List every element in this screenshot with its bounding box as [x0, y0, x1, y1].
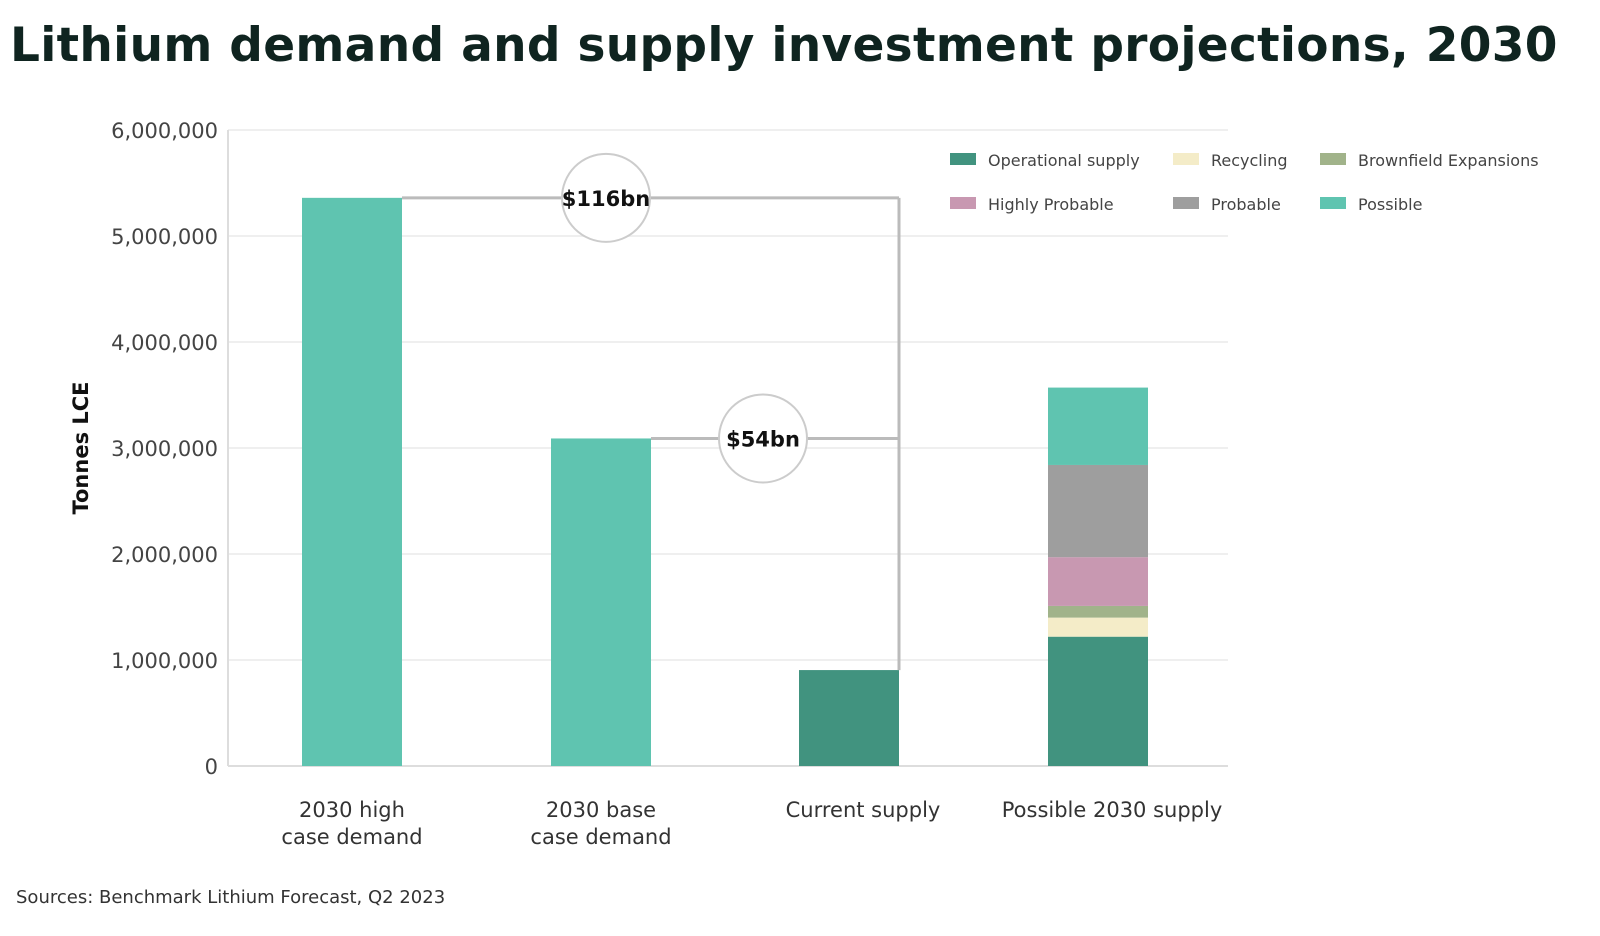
y-tick-label: 5,000,000	[111, 225, 218, 249]
legend-label: Recycling	[1211, 151, 1288, 170]
source-note: Sources: Benchmark Lithium Forecast, Q2 …	[16, 887, 446, 908]
y-tick-label: 6,000,000	[111, 119, 218, 143]
y-tick-label: 0	[205, 755, 218, 779]
x-tick-label: 2030 base	[546, 798, 656, 822]
legend-swatch	[1320, 197, 1346, 209]
x-tick-label: Current supply	[786, 798, 941, 822]
legend-label: Operational supply	[988, 151, 1140, 170]
legend-swatch	[950, 197, 976, 209]
x-tick-label: Possible 2030 supply	[1002, 798, 1223, 822]
y-tick-label: 1,000,000	[111, 649, 218, 673]
x-tick-label: case demand	[530, 825, 671, 849]
y-tick-label: 3,000,000	[111, 437, 218, 461]
annotation-circle	[718, 393, 808, 484]
legend-swatch	[950, 153, 976, 165]
legend-label: Highly Probable	[988, 195, 1114, 214]
annotation-label: $54bn	[726, 427, 800, 451]
bar-segment-possible	[1048, 387, 1148, 465]
annotation-circle	[561, 152, 651, 243]
bar-segment-brownfield-expansions	[1048, 605, 1148, 618]
bar-segment-highly-probable	[1048, 557, 1148, 606]
annotation-label: $116bn	[562, 187, 650, 211]
legend-swatch	[1173, 197, 1199, 209]
y-axis-label: Tonnes LCE	[69, 381, 93, 514]
x-tick-label: case demand	[281, 825, 422, 849]
bar-segment-operational-supply	[799, 670, 899, 766]
y-tick-label: 2,000,000	[111, 543, 218, 567]
x-tick-label: 2030 high	[299, 798, 405, 822]
legend-label: Possible	[1358, 195, 1422, 214]
legend-swatch	[1320, 153, 1346, 165]
y-tick-label: 4,000,000	[111, 331, 218, 355]
legend-label: Probable	[1211, 195, 1281, 214]
bar-segment-possible	[551, 438, 651, 766]
bar-segment-probable	[1048, 464, 1148, 558]
chart-title: Lithium demand and supply investment pro…	[10, 18, 1558, 73]
bar-segment-operational-supply	[1048, 636, 1148, 766]
bar-segment-possible	[302, 197, 402, 767]
legend-label: Brownfield Expansions	[1358, 151, 1539, 170]
legend-swatch	[1173, 153, 1199, 165]
bar-segment-recycling	[1048, 617, 1148, 637]
